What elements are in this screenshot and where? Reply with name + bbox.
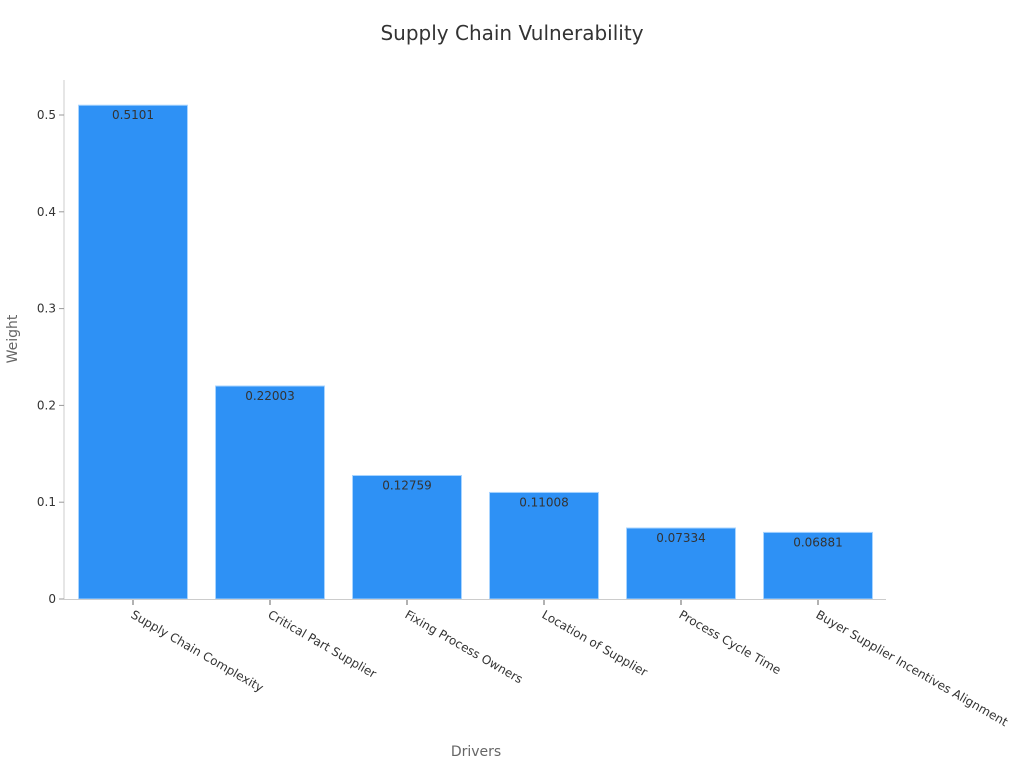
y-axis-title: Weight [5, 314, 21, 363]
y-axis: 0 0.1 0.2 0.3 0.4 0.5 [37, 80, 65, 606]
bar[interactable] [215, 385, 325, 600]
bar[interactable] [352, 474, 462, 600]
bar[interactable] [78, 104, 188, 600]
bar-value-label: 0.11008 [519, 495, 569, 509]
bar-value-label: 0.06881 [793, 535, 843, 549]
y-tick-label: 0.3 [37, 302, 56, 316]
x-tick-label: Fixing Process Owners [403, 607, 526, 686]
x-tick-label: Supply Chain Complexity [129, 607, 266, 694]
y-tick-label: 0.4 [37, 205, 56, 219]
x-tick-label: Process Cycle Time [677, 607, 784, 677]
y-tick-label: 0.2 [37, 398, 56, 412]
bar[interactable] [763, 531, 873, 600]
bars: 0.5101 0.22003 0.12759 0.11008 0.07334 0.0688… [78, 104, 873, 600]
y-tick-label: 0 [48, 592, 56, 606]
bar[interactable] [626, 527, 736, 600]
x-tick-label: Buyer Supplier Incentives Alignment [814, 607, 1011, 729]
x-tick-label: Critical Part Supplier [266, 607, 379, 681]
y-tick-label: 0.1 [37, 495, 56, 509]
bar-value-label: 0.07334 [656, 531, 706, 545]
x-tick-label: Location of Supplier [540, 607, 650, 679]
y-tick-label: 0.5 [37, 108, 56, 122]
bar-value-label: 0.12759 [382, 478, 432, 492]
x-axis: Supply Chain Complexity Critical Part Sup… [64, 599, 1011, 729]
bar-value-label: 0.5101 [112, 108, 154, 122]
chart-title: Supply Chain Vulnerability [380, 21, 643, 45]
bar-value-label: 0.22003 [245, 389, 295, 403]
x-axis-title: Drivers [451, 744, 501, 760]
